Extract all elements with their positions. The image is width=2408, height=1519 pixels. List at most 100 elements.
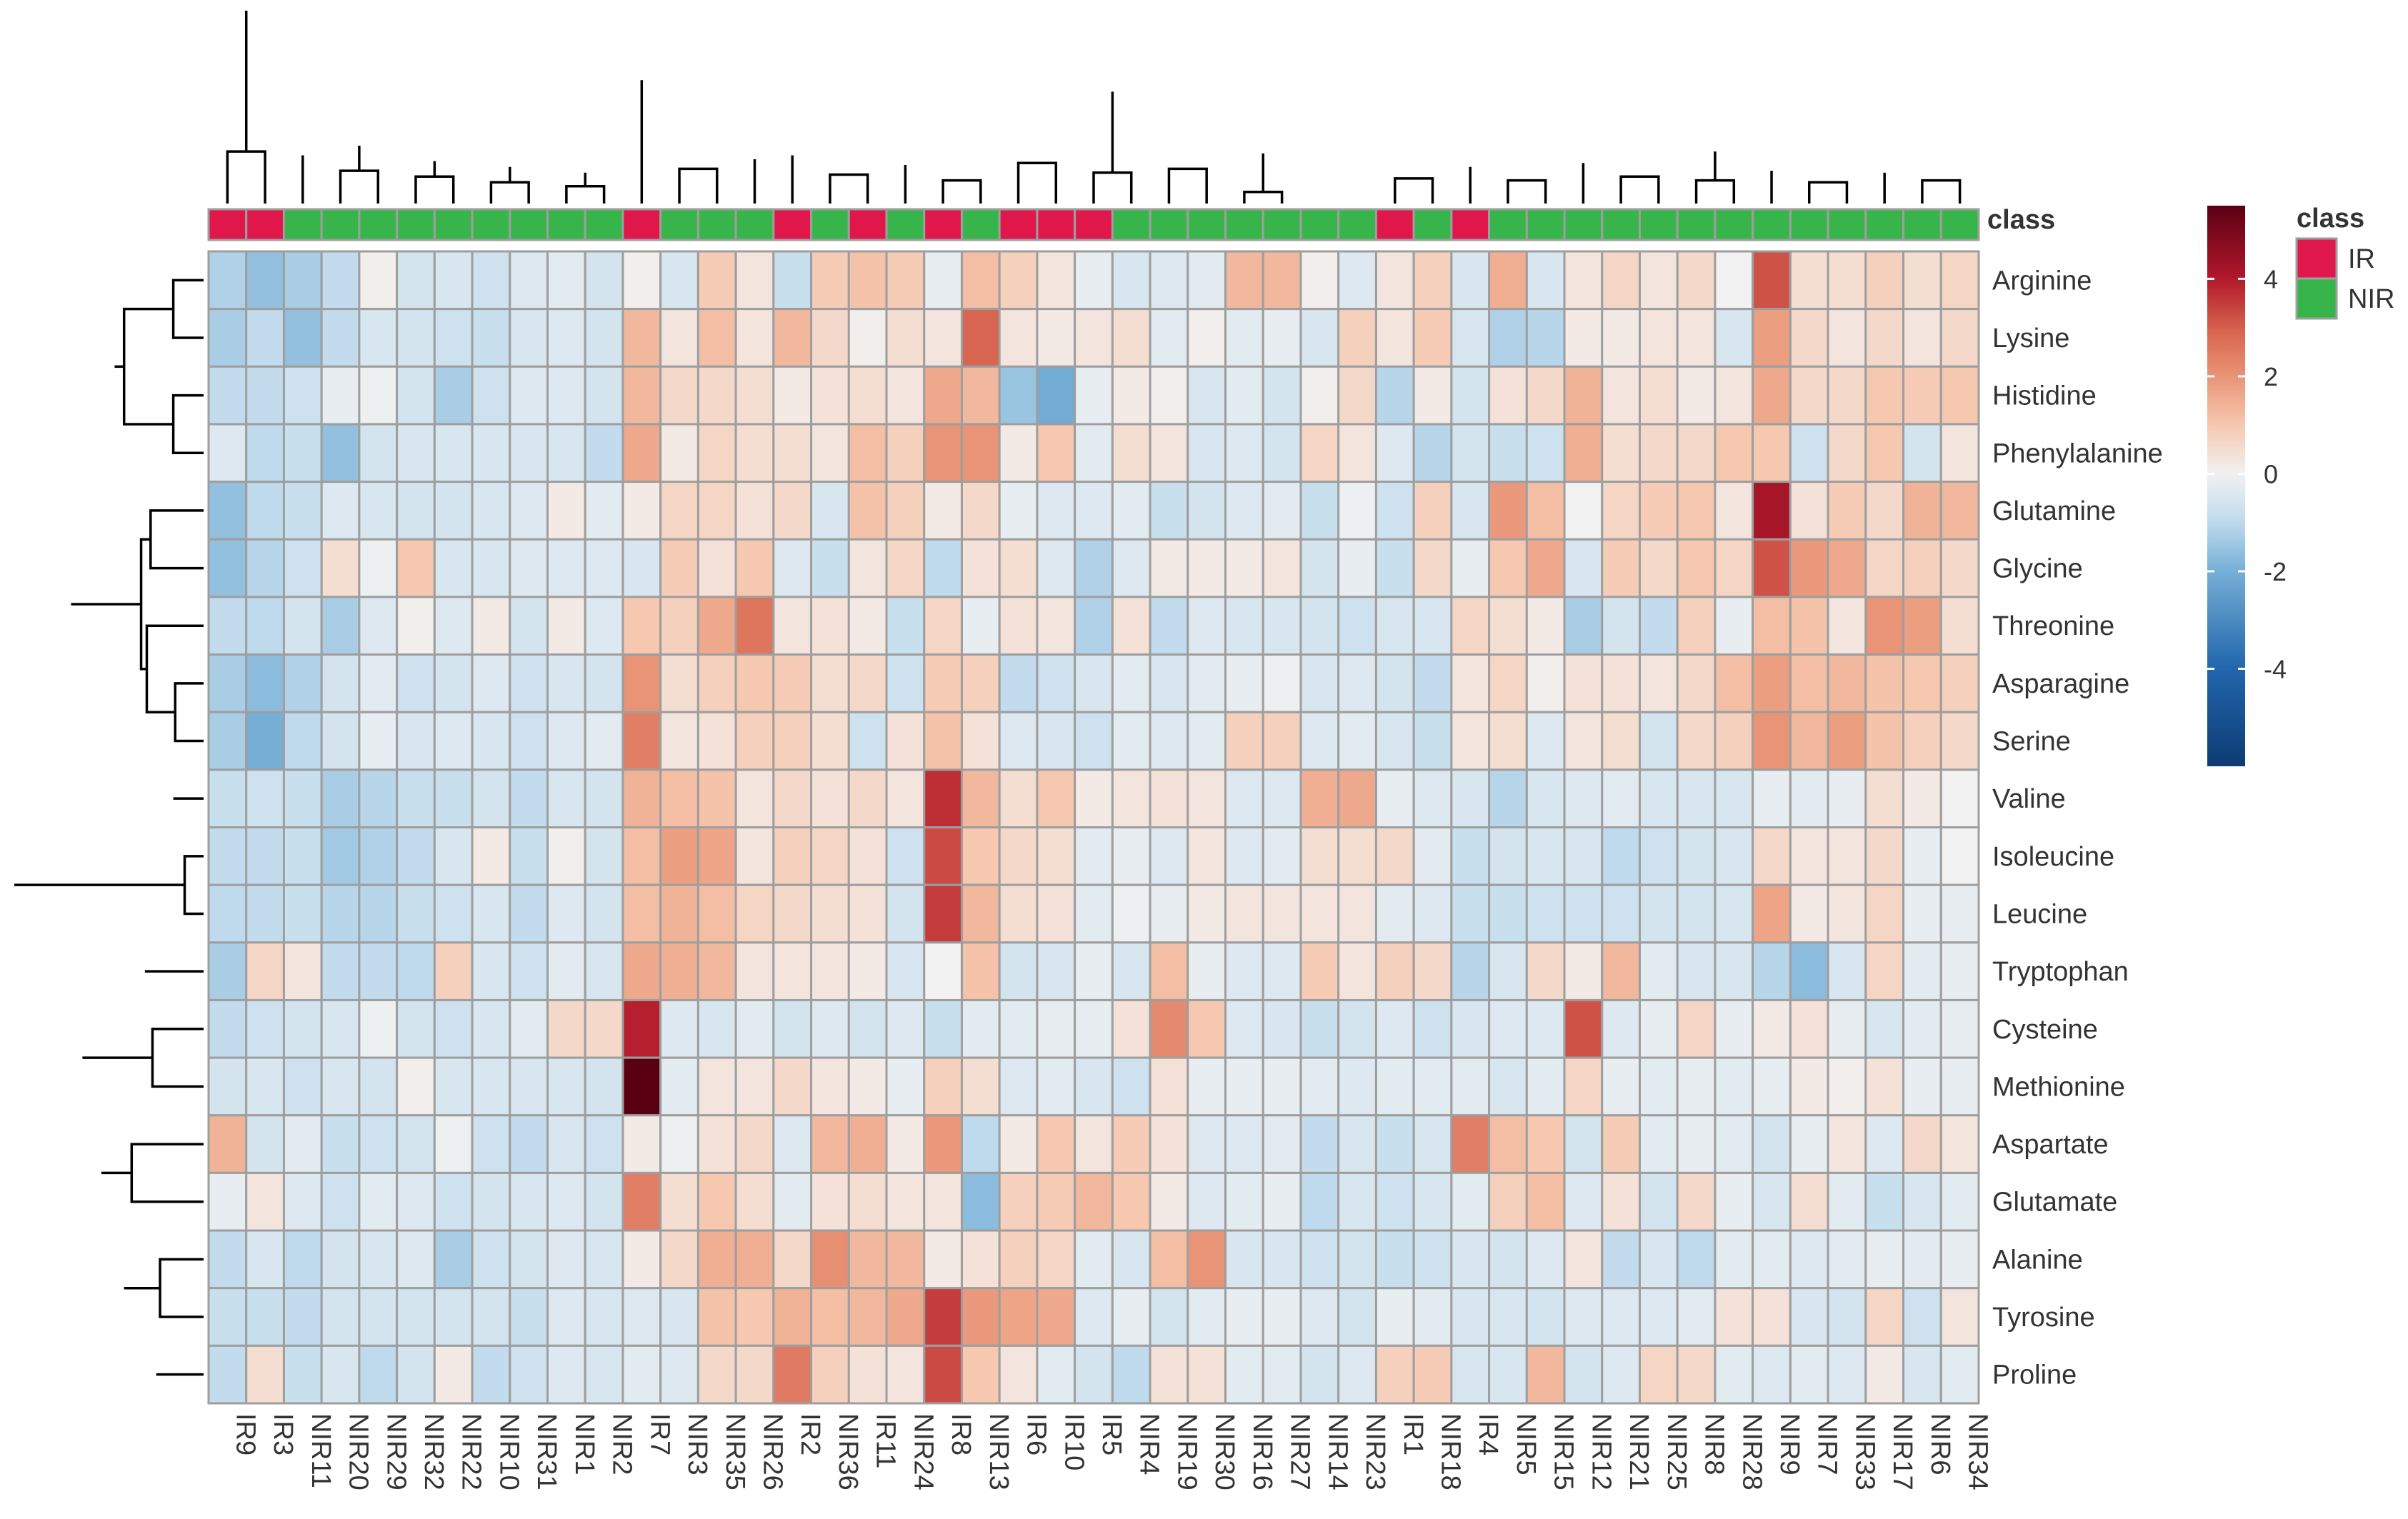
heatmap-cell	[245, 653, 285, 713]
heatmap-cell	[245, 883, 285, 944]
row-labels: Arginine Lysine Histidine Phenylalanine Glut…	[1992, 266, 2163, 1390]
heatmap-cell	[1450, 1229, 1491, 1290]
heatmap-cell	[584, 423, 624, 483]
heatmap-cell	[396, 1056, 436, 1117]
heatmap-cell	[433, 768, 474, 828]
heatmap-cell	[772, 538, 813, 598]
heatmap-cell	[1676, 1229, 1717, 1290]
class-annotation-cell	[998, 208, 1039, 241]
heatmap-cell	[1074, 653, 1114, 713]
heatmap-cell	[584, 1287, 624, 1347]
heatmap-cell	[1450, 1114, 1491, 1174]
heatmap-cell	[1111, 1114, 1151, 1174]
heatmap-cell	[282, 653, 323, 713]
heatmap-cell	[1864, 1056, 1905, 1117]
heatmap-cell	[998, 883, 1039, 944]
heatmap-cell	[998, 596, 1039, 656]
heatmap-cell	[1186, 308, 1227, 368]
heatmap-cell	[810, 538, 850, 598]
heatmap-cell	[1374, 538, 1415, 598]
heatmap-cell	[320, 1344, 361, 1405]
heatmap-cell	[1412, 941, 1453, 1001]
heatmap-cell	[1752, 653, 1792, 713]
heatmap-cell	[1638, 481, 1679, 541]
class-annotation-cell	[1488, 208, 1528, 241]
heatmap-cell	[772, 711, 813, 771]
heatmap-cell	[546, 1287, 586, 1347]
heatmap-cell	[509, 1229, 549, 1290]
heatmap-cell	[810, 998, 850, 1059]
heatmap-cell	[1827, 596, 1867, 656]
heatmap-cell	[847, 596, 888, 656]
heatmap-cell	[1488, 1171, 1528, 1232]
heatmap-cell	[509, 538, 549, 598]
heatmap-cell	[1864, 308, 1905, 368]
heatmap-cell	[245, 596, 285, 656]
row-label: Tyrosine	[1992, 1303, 2095, 1333]
heatmap-cell	[1827, 250, 1867, 311]
heatmap-cell	[1374, 1171, 1415, 1232]
heatmap-cell	[358, 423, 399, 483]
heatmap-cell	[1789, 1056, 1829, 1117]
heatmap-cell	[1864, 1114, 1905, 1174]
heatmap-cell	[810, 596, 850, 656]
heatmap-cell	[1789, 941, 1829, 1001]
heatmap-cell	[433, 423, 474, 483]
heatmap-cell	[998, 1344, 1039, 1405]
heatmap-cell	[584, 308, 624, 368]
heatmap-cell	[1074, 1287, 1114, 1347]
row-label: Glutamine	[1992, 496, 2116, 526]
heatmap-cell	[1337, 826, 1377, 886]
heatmap-cell	[1186, 1171, 1227, 1232]
heatmap-cell	[282, 538, 323, 598]
heatmap-cell	[621, 308, 662, 368]
row-label: Glutamate	[1992, 1188, 2117, 1218]
heatmap-cell	[885, 826, 926, 886]
heatmap-cell	[1074, 538, 1114, 598]
heatmap-cell	[1299, 883, 1340, 944]
heatmap-cell	[546, 250, 586, 311]
heatmap-cell	[1601, 308, 1641, 368]
heatmap-cell	[433, 308, 474, 368]
heatmap-cell	[207, 653, 248, 713]
heatmap-cell	[1676, 1344, 1717, 1405]
heatmap-cell	[1939, 1114, 1980, 1174]
heatmap-cell	[1337, 768, 1377, 828]
heatmap-cell	[960, 423, 1001, 483]
class-annotation-cell	[282, 208, 323, 241]
heatmap-cell	[1714, 883, 1754, 944]
heatmap-cell	[546, 653, 586, 713]
class-legend-label: IR	[2348, 244, 2375, 274]
heatmap-cell	[1563, 653, 1604, 713]
heatmap-cell	[1374, 365, 1415, 426]
heatmap-cell	[1262, 711, 1302, 771]
heatmap-cell	[1074, 883, 1114, 944]
column-label: NIR26	[758, 1413, 788, 1490]
heatmap-cell	[1224, 596, 1264, 656]
heatmap-cell	[320, 711, 361, 771]
heatmap-cell	[282, 941, 323, 1001]
heatmap-cell	[696, 711, 737, 771]
dendrogram-branch	[829, 173, 869, 204]
heatmap-cell	[1601, 768, 1641, 828]
heatmap-cell	[433, 1287, 474, 1347]
heatmap-cell	[358, 365, 399, 426]
heatmap-cell	[1224, 941, 1264, 1001]
heatmap-cell	[1111, 711, 1151, 771]
class-legend-swatch	[2295, 237, 2338, 280]
heatmap-cell	[847, 1287, 888, 1347]
heatmap-cell	[1450, 653, 1491, 713]
heatmap-cell	[1262, 1229, 1302, 1290]
heatmap-cell	[1864, 998, 1905, 1059]
class-legend: class IR NIR	[2295, 204, 2394, 320]
class-annotation-cell	[1149, 208, 1189, 241]
heatmap-cell	[1337, 941, 1377, 1001]
heatmap-cell	[1902, 1114, 1942, 1174]
heatmap-cell	[509, 941, 549, 1001]
heatmap-cell	[1939, 826, 1980, 886]
heatmap-cell	[1939, 423, 1980, 483]
heatmap-cell	[433, 365, 474, 426]
heatmap-cell	[1337, 250, 1377, 311]
heatmap-cell	[1374, 768, 1415, 828]
